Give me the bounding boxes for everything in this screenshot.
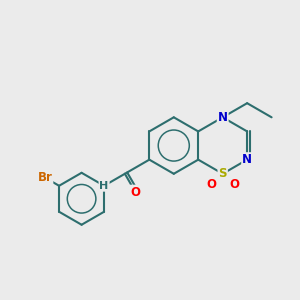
Text: O: O: [206, 178, 216, 191]
Text: N: N: [242, 153, 252, 166]
Text: N: N: [218, 111, 228, 124]
Text: H: H: [100, 181, 109, 191]
Text: O: O: [130, 186, 140, 199]
Text: S: S: [218, 167, 227, 180]
Text: Br: Br: [38, 171, 52, 184]
Text: O: O: [229, 178, 239, 191]
